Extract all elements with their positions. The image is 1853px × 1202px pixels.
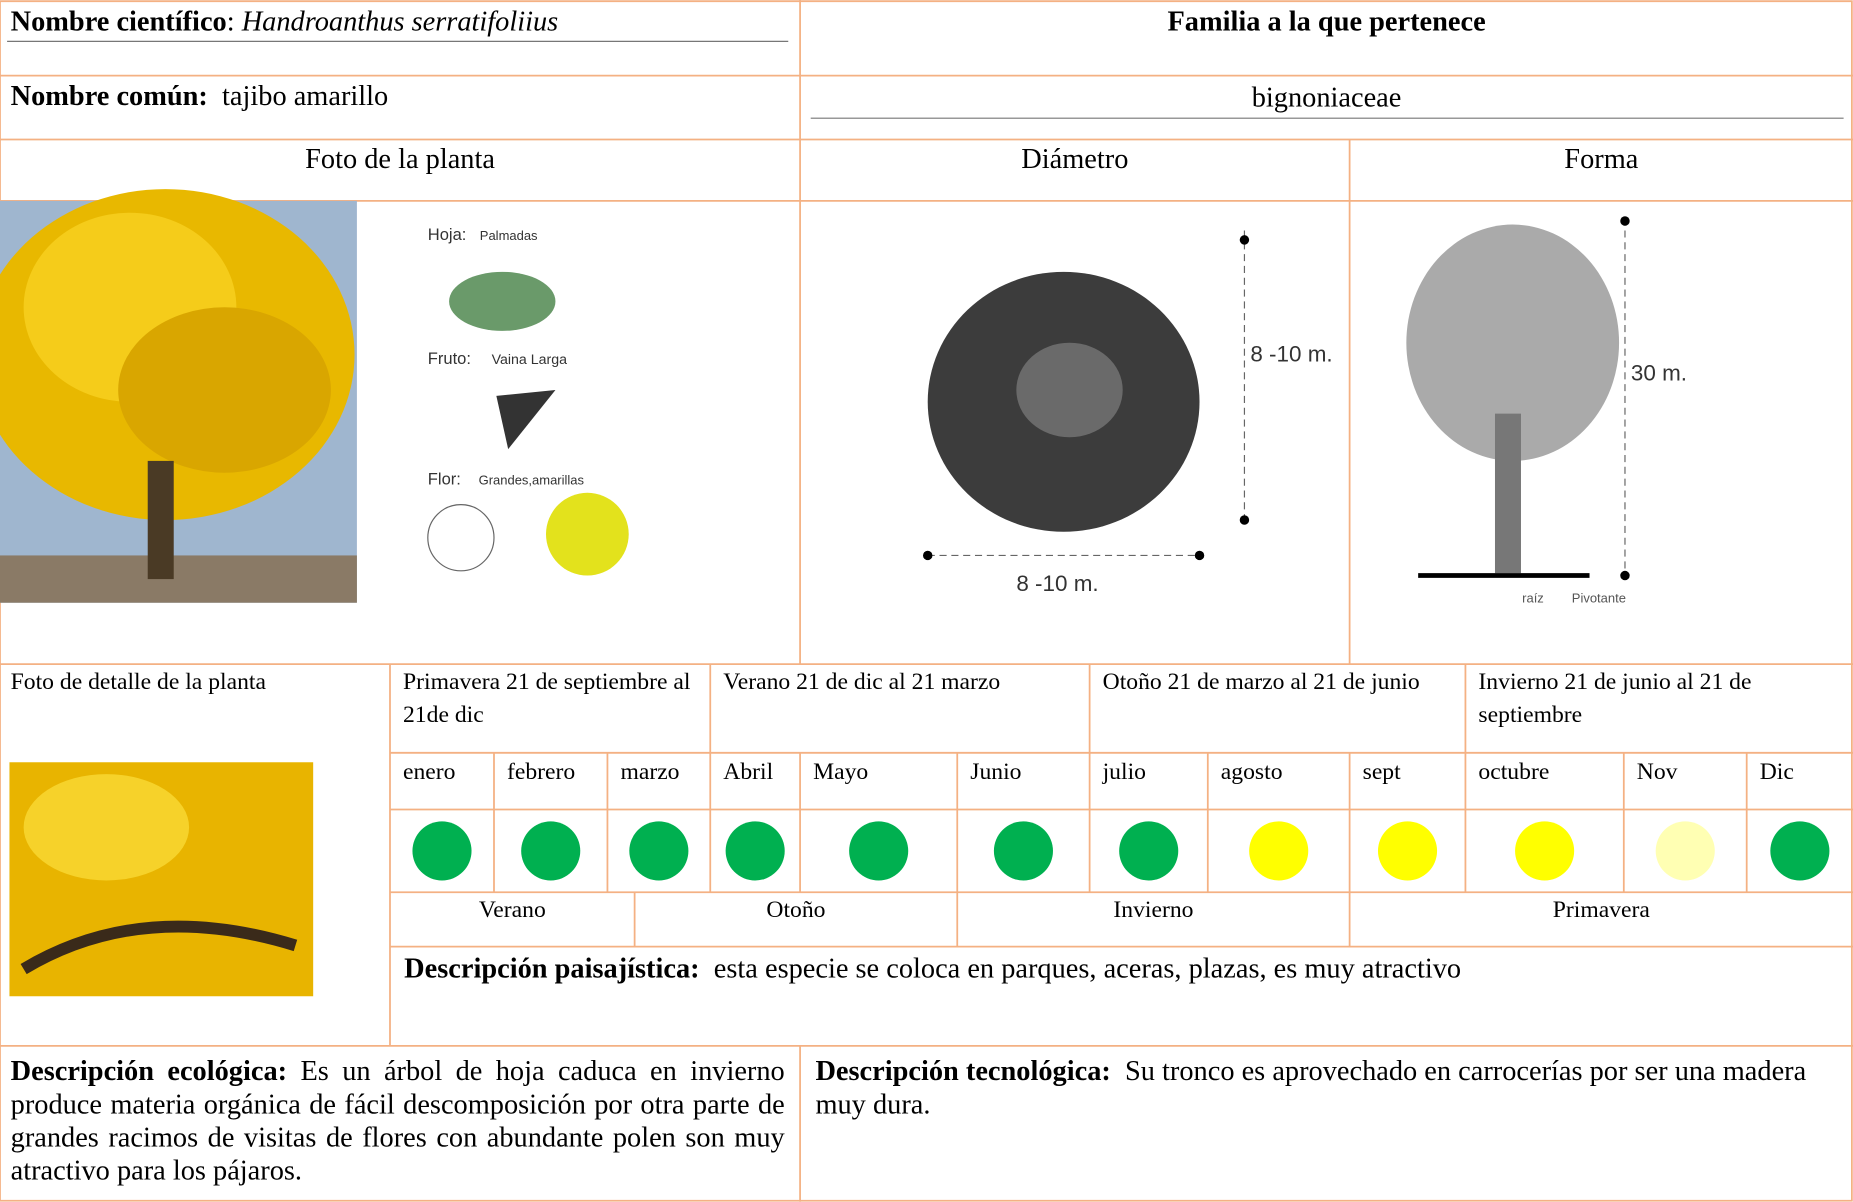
phenology-dot: [725, 821, 785, 881]
month-name: julio: [1102, 758, 1146, 785]
sketch-label: Fruto:: [428, 349, 471, 368]
phenology-dot: [1377, 821, 1438, 881]
value: Es un árbol de hoja caduca en invierno p…: [10, 1056, 785, 1187]
month-name: Dic: [1759, 758, 1794, 785]
dimension-label: 30 m.: [1631, 361, 1687, 386]
month-name: Junio: [970, 758, 1022, 785]
scientific-name: Nombre científico: Handroanthus serratif…: [10, 7, 559, 38]
season-label: Invierno: [1113, 896, 1194, 923]
season-header: Primavera 21 de septiembre al 21de dic: [402, 668, 691, 728]
month-name: febrero: [506, 758, 576, 785]
ecological-description: Descripción ecológica: Es un árbol de ho…: [11, 1055, 785, 1187]
value: Su tronco es aprovechado en carrocerías …: [815, 1056, 1807, 1121]
label: Descripción tecnológica:: [815, 1056, 1111, 1088]
label: Descripción paisajística:: [404, 953, 700, 985]
month-name: Mayo: [813, 758, 869, 785]
season-header: Invierno 21 de junio al 21 de septiembre: [1478, 668, 1752, 728]
section-title: Foto de detalle de la planta: [10, 668, 266, 695]
month-name: Nov: [1636, 758, 1678, 785]
technological-description: Descripción tecnológica: Su tronco es ap…: [815, 1055, 1841, 1121]
month-name: agosto: [1220, 758, 1283, 785]
sketch-label: Palmadas: [480, 228, 538, 243]
landscape-description: Descripción paisajística: esta especie s…: [404, 953, 1461, 986]
phenology-dot: [521, 821, 581, 881]
sketch-label: Vaina Larga: [492, 352, 567, 368]
phenology-dot: [849, 821, 909, 881]
family: bignoniaceae: [1251, 82, 1402, 114]
month-name: Abril: [723, 758, 774, 785]
phenology-dot: [993, 821, 1053, 881]
phenology-dot: [1770, 821, 1830, 881]
month-name: marzo: [620, 758, 680, 785]
month-name: sept: [1362, 758, 1401, 785]
section-title: Forma: [1564, 144, 1639, 175]
common-name: Nombre común: tajibo amarillo: [11, 80, 389, 113]
family-label: Familia a la que pertenece: [1167, 7, 1486, 38]
label: Descripción ecológica:: [10, 1056, 288, 1088]
phenology-dot: [412, 821, 472, 881]
dimension-label: raíz: [1522, 591, 1544, 606]
value: esta especie se coloca en parques, acera…: [713, 953, 1462, 985]
section-title: Diámetro: [1021, 144, 1129, 175]
season-label: Primavera: [1552, 896, 1650, 923]
season-header: Verano 21 de dic al 21 marzo: [723, 668, 1001, 695]
season-label: Otoño: [766, 896, 826, 923]
phenology-dot: [1119, 821, 1179, 881]
sketch-label: Flor:: [428, 470, 461, 489]
label: Nombre científico: [10, 7, 227, 38]
dimension-label: Pivotante: [1572, 591, 1626, 606]
season-label: Verano: [478, 896, 546, 923]
value: Handroanthus serratifoliius: [241, 7, 559, 38]
sketch-label: Grandes,amarillas: [479, 473, 585, 488]
month-name: octubre: [1478, 758, 1550, 785]
season-header: Otoño 21 de marzo al 21 de junio: [1102, 668, 1420, 695]
phenology-dot: [1515, 821, 1575, 881]
dimension-label: 8 -10 m.: [1016, 571, 1098, 596]
section-title: Foto de la planta: [305, 144, 495, 175]
month-name: enero: [402, 758, 456, 785]
sketch-label: Hoja:: [428, 225, 467, 244]
phenology-dot: [629, 821, 689, 881]
phenology-dot: [1249, 821, 1309, 881]
phenology-dot: [1655, 821, 1715, 881]
label: Nombre común:: [10, 81, 208, 113]
dimension-label: 8 -10 m.: [1250, 342, 1332, 367]
value: tajibo amarillo: [222, 81, 389, 113]
